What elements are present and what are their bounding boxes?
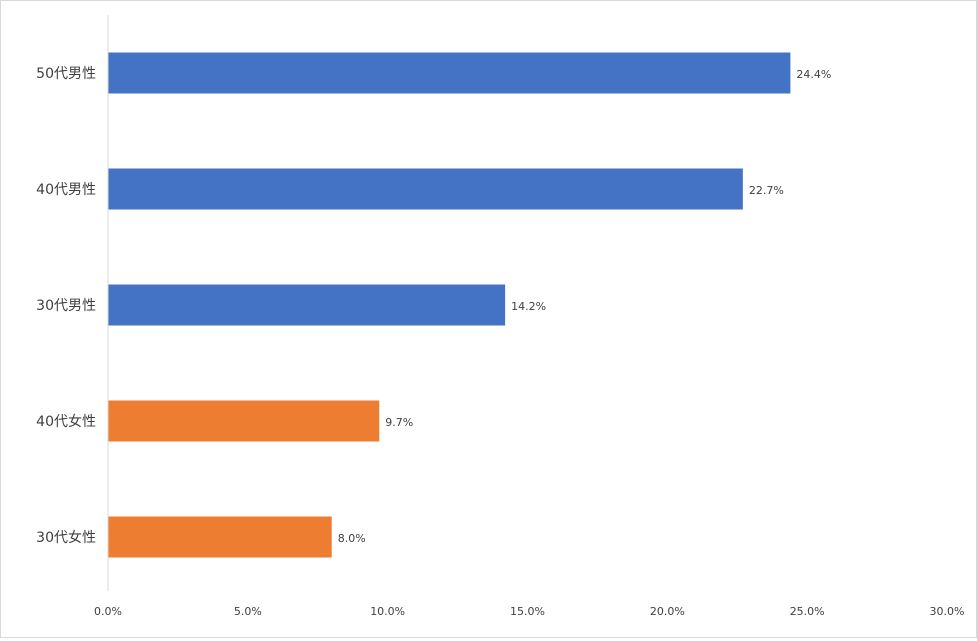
axis-layer: 0.0% 5.0% 10.0% 15.0% 20.0% 25.0% 30.0% xyxy=(94,15,964,618)
category-label: 50代男性 xyxy=(36,66,96,82)
x-tick-label: 25.0% xyxy=(790,605,825,618)
x-tick-label: 15.0% xyxy=(510,605,545,618)
bar xyxy=(108,168,743,210)
x-tick-label: 5.0% xyxy=(234,605,262,618)
labels-layer: 50代男性 24.4% 40代男性 22.7% 30代男性 14.2% 40代女性 9.7% 3… xyxy=(36,66,831,546)
category-label: 40代女性 xyxy=(36,413,96,430)
bar xyxy=(108,52,791,94)
data-label: 8.0% xyxy=(338,532,366,545)
data-label: 14.2% xyxy=(511,300,546,313)
data-label: 22.7% xyxy=(749,184,784,197)
bar xyxy=(108,284,506,326)
x-tick-label: 10.0% xyxy=(370,605,405,618)
data-label: 24.4% xyxy=(796,68,831,81)
category-label: 40代男性 xyxy=(36,182,96,198)
x-tick-label: 0.0% xyxy=(94,605,122,618)
bar xyxy=(108,400,380,442)
category-label: 30代男性 xyxy=(36,298,96,314)
x-tick-label: 30.0% xyxy=(930,605,965,618)
category-label: 30代女性 xyxy=(36,529,96,546)
x-tick-label: 20.0% xyxy=(650,605,685,618)
data-label: 9.7% xyxy=(385,416,413,429)
bars-layer xyxy=(108,52,791,558)
bar xyxy=(108,516,332,558)
